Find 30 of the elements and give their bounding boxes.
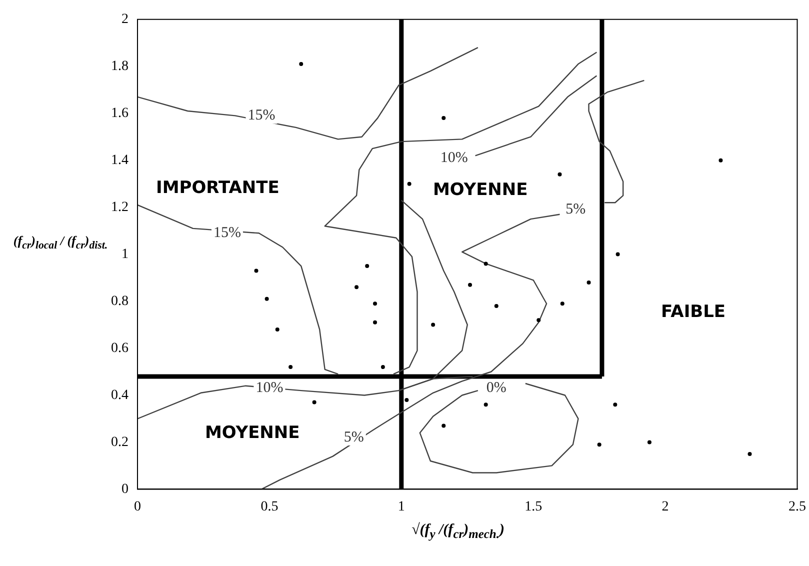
- annotation: 15%: [213, 225, 241, 242]
- y-tick-label: 1: [122, 246, 128, 262]
- x-tick-label: 2.5: [788, 499, 806, 514]
- annotation: 10%: [256, 380, 284, 396]
- y-tick-label: 0.8: [111, 294, 128, 309]
- annotation: 10%: [440, 150, 468, 166]
- y-tick-label: 1.6: [111, 106, 128, 122]
- y-axis-title: (f$_{cr}$)$_{local}$ / (f$_{cr}$)$_{dist.}$: [12, 233, 109, 252]
- annotation: IMPORTANTE: [156, 178, 280, 198]
- annotation: 5%: [344, 429, 364, 446]
- y-tick-label: 0.2: [111, 434, 128, 450]
- y-tick-label: 2: [122, 12, 128, 28]
- y-tick-label: 0.4: [111, 388, 128, 403]
- annotation: MOYENNE: [205, 423, 300, 443]
- annotation: FAIBLE: [661, 302, 726, 322]
- x-tick-label: 0: [134, 499, 141, 514]
- x-axis-title: √(f$_{y}$ /(f$_{cr}$)$_{mech.}$): [410, 522, 506, 542]
- y-tick-label: 1.4: [111, 153, 128, 168]
- x-tick-label: 2: [662, 499, 669, 514]
- y-tick-label: 1.2: [111, 200, 128, 215]
- annotation: 5%: [566, 202, 586, 218]
- annotation: 15%: [248, 108, 276, 124]
- y-tick-label: 0: [122, 482, 128, 497]
- x-tick-label: 1.5: [524, 499, 542, 514]
- x-tick-label: 0.5: [260, 499, 278, 514]
- x-tick-label: 1: [398, 499, 405, 514]
- annotation: 0%: [486, 380, 506, 396]
- y-tick-label: 1.8: [111, 59, 128, 74]
- y-tick-label: 0.6: [111, 340, 128, 356]
- annotation: MOYENNE: [433, 180, 528, 200]
